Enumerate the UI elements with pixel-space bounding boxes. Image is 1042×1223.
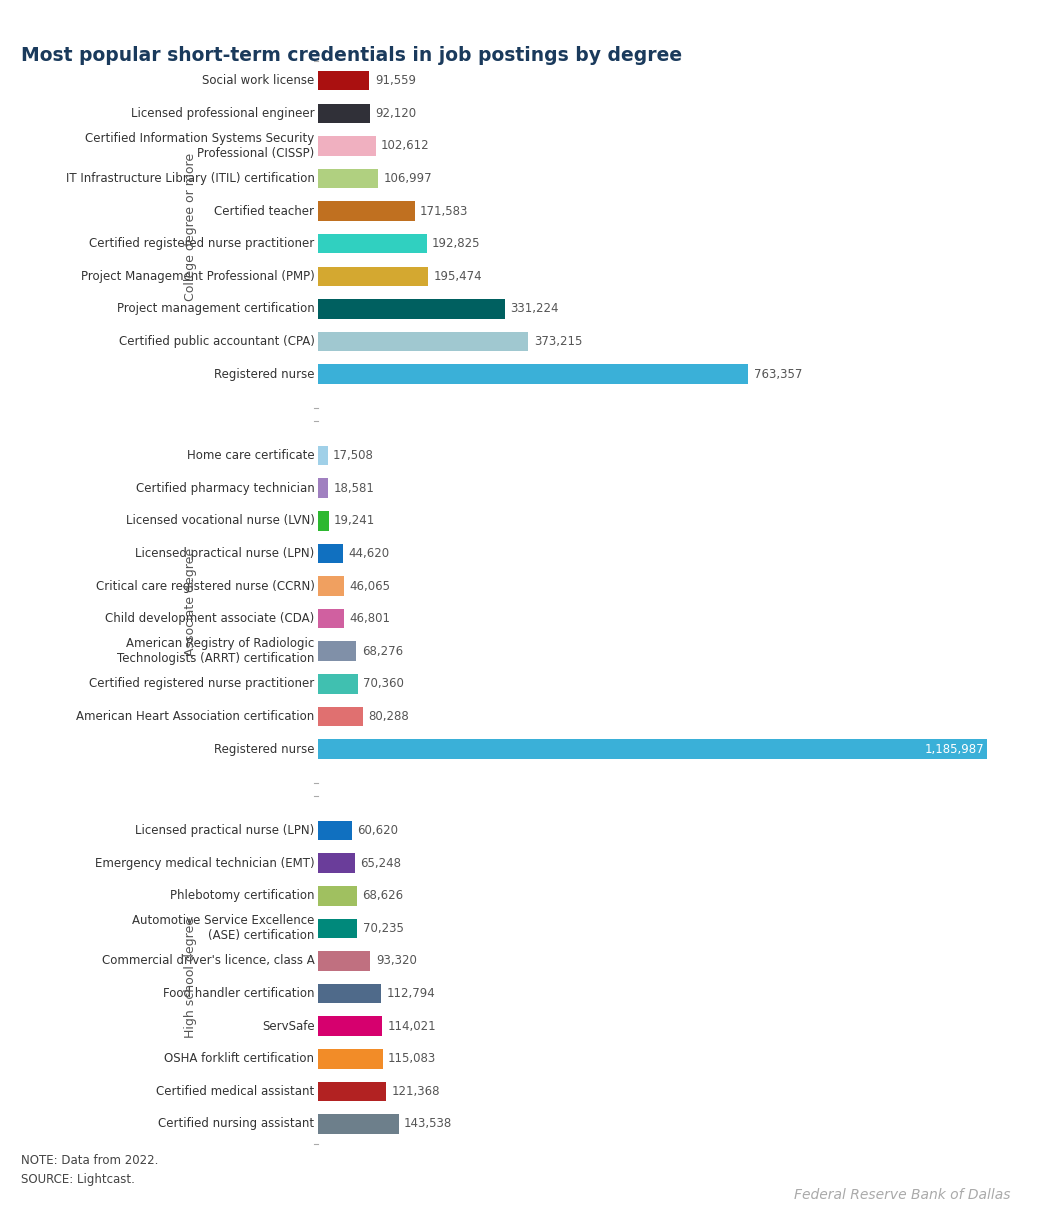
Text: Phlebotomy certification: Phlebotomy certification — [170, 889, 315, 903]
Text: 114,021: 114,021 — [388, 1020, 437, 1032]
Text: 44,620: 44,620 — [348, 547, 390, 560]
Text: Emergency medical technician (EMT): Emergency medical technician (EMT) — [95, 856, 315, 870]
Text: Commercial driver's licence, class A: Commercial driver's licence, class A — [102, 954, 315, 967]
Text: 46,801: 46,801 — [349, 613, 391, 625]
Text: Licensed professional engineer: Licensed professional engineer — [131, 106, 315, 120]
Text: 70,235: 70,235 — [363, 922, 403, 934]
Bar — [318, 1049, 382, 1069]
Text: Licensed practical nurse (LPN): Licensed practical nurse (LPN) — [135, 547, 315, 560]
Text: Licensed practical nurse (LPN): Licensed practical nurse (LPN) — [135, 824, 315, 837]
Bar — [318, 641, 356, 660]
Text: American Registry of Radiologic
Technologists (ARRT) certification: American Registry of Radiologic Technolo… — [117, 637, 315, 665]
Bar — [318, 544, 343, 564]
Text: 46,065: 46,065 — [349, 580, 390, 592]
Bar — [318, 169, 378, 188]
Text: Project management certification: Project management certification — [117, 302, 315, 316]
Text: 80,288: 80,288 — [369, 709, 410, 723]
Text: 171,583: 171,583 — [420, 204, 468, 218]
Text: Home care certificate: Home care certificate — [187, 449, 315, 462]
Text: Certified medical assistant: Certified medical assistant — [156, 1085, 315, 1098]
Text: SOURCE: Lightcast.: SOURCE: Lightcast. — [21, 1173, 134, 1185]
Bar — [318, 918, 357, 938]
Text: College degree or more: College degree or more — [184, 153, 197, 302]
Text: 91,559: 91,559 — [375, 75, 416, 87]
Text: 70,360: 70,360 — [363, 678, 403, 690]
Text: ServSafe: ServSafe — [262, 1020, 315, 1032]
Text: 106,997: 106,997 — [383, 172, 432, 185]
Text: Licensed vocational nurse (LVN): Licensed vocational nurse (LVN) — [126, 515, 315, 527]
Bar — [318, 885, 356, 905]
Bar — [318, 707, 363, 726]
Bar — [318, 1114, 399, 1134]
Bar — [318, 136, 376, 155]
Text: 763,357: 763,357 — [753, 368, 802, 380]
Text: Certified Information Systems Security
Professional (CISSP): Certified Information Systems Security P… — [85, 132, 315, 160]
Bar — [318, 202, 415, 221]
Text: Certified registered nurse practitioner: Certified registered nurse practitioner — [90, 678, 315, 690]
Text: Federal Reserve Bank of Dallas: Federal Reserve Bank of Dallas — [794, 1188, 1011, 1201]
Text: Project Management Professional (PMP): Project Management Professional (PMP) — [80, 270, 315, 283]
Text: 121,368: 121,368 — [392, 1085, 440, 1098]
Bar — [318, 576, 344, 596]
Text: Social work license: Social work license — [202, 75, 315, 87]
Bar — [318, 1016, 382, 1036]
Text: Registered nurse: Registered nurse — [214, 742, 315, 756]
Bar — [318, 234, 426, 253]
Bar — [318, 300, 504, 319]
Bar — [318, 71, 370, 91]
Text: Most popular short-term credentials in job postings by degree: Most popular short-term credentials in j… — [21, 46, 681, 66]
Text: 92,120: 92,120 — [375, 106, 416, 120]
Text: NOTE: Data from 2022.: NOTE: Data from 2022. — [21, 1155, 158, 1167]
Text: 143,538: 143,538 — [404, 1118, 452, 1130]
Text: 17,508: 17,508 — [333, 449, 374, 462]
Bar — [318, 511, 328, 531]
Bar — [318, 267, 428, 286]
Bar — [318, 364, 748, 384]
Text: Child development associate (CDA): Child development associate (CDA) — [105, 613, 315, 625]
Text: 93,320: 93,320 — [376, 954, 417, 967]
Text: 192,825: 192,825 — [432, 237, 480, 251]
Text: Food handler certification: Food handler certification — [163, 987, 315, 1000]
Text: 60,620: 60,620 — [357, 824, 398, 837]
Bar — [318, 739, 987, 758]
Bar — [318, 983, 381, 1003]
Bar — [318, 951, 371, 971]
Text: 65,248: 65,248 — [359, 856, 401, 870]
Text: Automotive Service Excellence
(ASE) certification: Automotive Service Excellence (ASE) cert… — [132, 915, 315, 943]
Bar — [318, 609, 344, 629]
Text: Critical care registered nurse (CCRN): Critical care registered nurse (CCRN) — [96, 580, 315, 592]
Text: Certified pharmacy technician: Certified pharmacy technician — [135, 482, 315, 495]
Text: Certified registered nurse practitioner: Certified registered nurse practitioner — [90, 237, 315, 251]
Text: 195,474: 195,474 — [433, 270, 482, 283]
Bar — [318, 331, 528, 351]
Text: 18,581: 18,581 — [333, 482, 374, 495]
Bar — [318, 854, 354, 873]
Bar — [318, 446, 327, 466]
Text: Associate degree: Associate degree — [184, 548, 197, 657]
Text: 19,241: 19,241 — [334, 515, 375, 527]
Text: 331,224: 331,224 — [510, 302, 559, 316]
Bar — [318, 821, 352, 840]
Text: Certified nursing assistant: Certified nursing assistant — [158, 1118, 315, 1130]
Text: 102,612: 102,612 — [381, 139, 429, 153]
Text: High school degree: High school degree — [184, 917, 197, 1038]
Bar — [318, 1081, 387, 1101]
Text: IT Infrastructure Library (ITIL) certification: IT Infrastructure Library (ITIL) certifi… — [66, 172, 315, 185]
Bar — [318, 674, 357, 693]
Text: 112,794: 112,794 — [387, 987, 436, 1000]
Text: American Heart Association certification: American Heart Association certification — [76, 709, 315, 723]
Text: Certified public accountant (CPA): Certified public accountant (CPA) — [119, 335, 315, 349]
Text: 115,083: 115,083 — [388, 1052, 437, 1065]
Text: 1,185,987: 1,185,987 — [924, 742, 984, 756]
Text: 68,626: 68,626 — [362, 889, 403, 903]
Bar — [318, 478, 328, 498]
Text: OSHA forklift certification: OSHA forklift certification — [165, 1052, 315, 1065]
Text: 373,215: 373,215 — [534, 335, 582, 349]
Text: 68,276: 68,276 — [362, 645, 403, 658]
Text: Registered nurse: Registered nurse — [214, 368, 315, 380]
Bar — [318, 104, 370, 124]
Text: Certified teacher: Certified teacher — [215, 204, 315, 218]
